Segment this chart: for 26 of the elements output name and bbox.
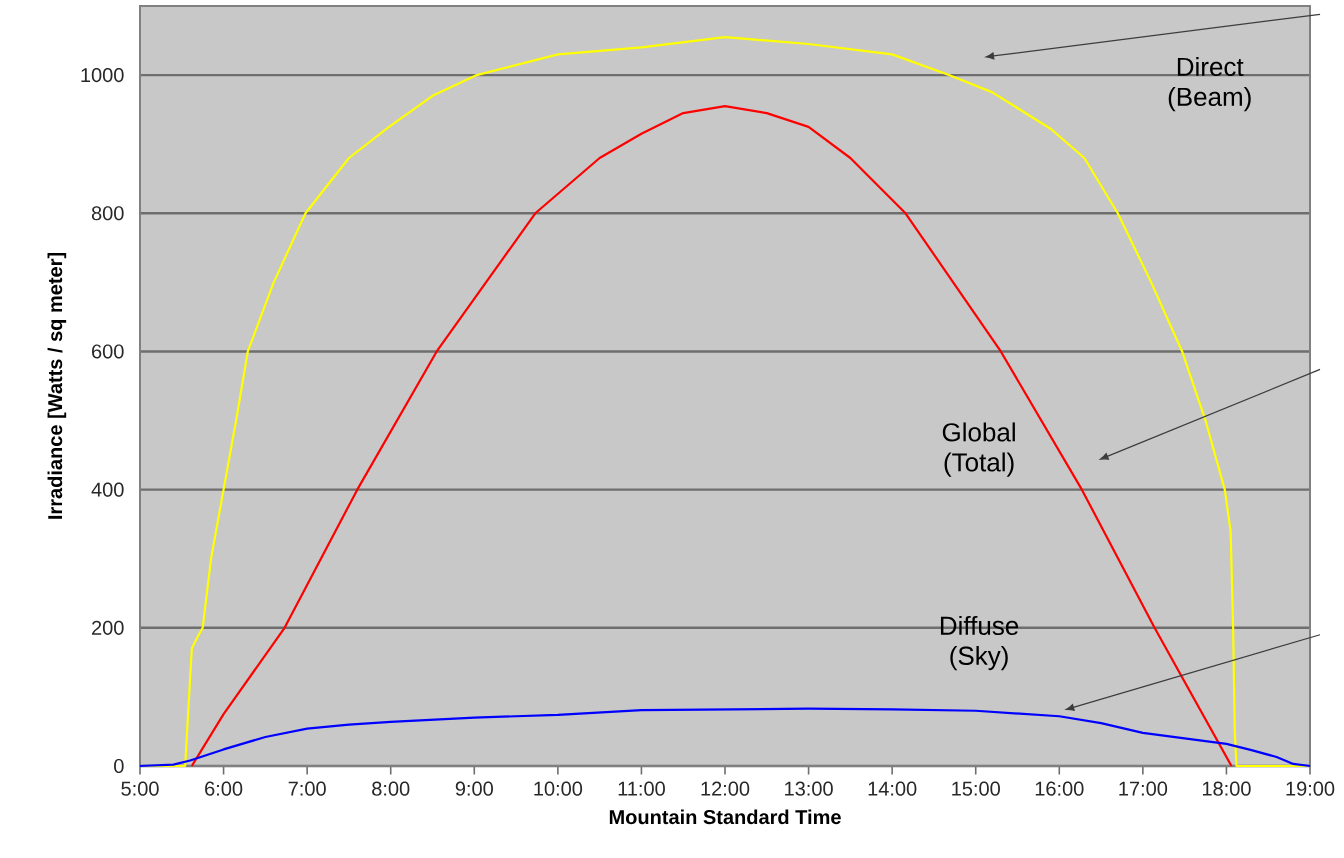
x-tick-label: 5:00 bbox=[121, 781, 159, 796]
x-tick-label: 13:00 bbox=[785, 781, 833, 796]
y-tick-label: 200 bbox=[92, 620, 124, 635]
x-tick-label: 8:00 bbox=[372, 781, 410, 796]
x-tick-label: 10:00 bbox=[534, 781, 583, 796]
annotation: Diffuse (Sky) bbox=[940, 615, 1019, 671]
x-tick-label: 14:00 bbox=[868, 781, 917, 796]
x-tick-label: 18:00 bbox=[1202, 781, 1251, 796]
x-tick-label: 17:00 bbox=[1119, 781, 1168, 796]
x-tick-label: 7:00 bbox=[288, 781, 326, 796]
y-tick-label: 600 bbox=[92, 344, 124, 359]
annotation: Direct (Beam) bbox=[1168, 56, 1251, 112]
annotation: Global (Total) bbox=[942, 422, 1015, 477]
x-tick-label: 6:00 bbox=[205, 781, 243, 796]
y-tick-label: 1000 bbox=[81, 68, 124, 83]
y-tick-label: 800 bbox=[91, 206, 124, 221]
x-tick-label: 16:00 bbox=[1035, 781, 1084, 796]
y-axis-title: Irradiance [Watts / sq meter] bbox=[47, 253, 67, 519]
x-tick-label: 15:00 bbox=[952, 781, 1000, 796]
x-tick-label: 19:00 bbox=[1286, 781, 1335, 796]
y-tick-label: 0 bbox=[114, 758, 124, 774]
x-axis-title: Mountain Standard Time bbox=[609, 809, 841, 825]
y-tick-label: 400 bbox=[91, 482, 124, 497]
x-tick-label: 11:00 bbox=[618, 781, 665, 796]
x-tick-label: 9:00 bbox=[455, 781, 493, 796]
x-tick-label: 12:00 bbox=[701, 781, 750, 796]
